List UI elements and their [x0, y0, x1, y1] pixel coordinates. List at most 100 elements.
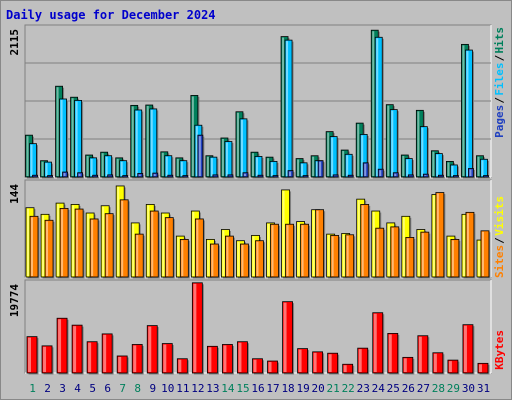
- kbytes-bar: [86, 341, 98, 374]
- hits-bar-shine: [131, 106, 134, 176]
- files-bar-shine: [150, 109, 153, 176]
- kbytes-bar-shine: [373, 313, 377, 372]
- kbytes-bar: [116, 355, 128, 374]
- kbytes-bar-shine: [58, 319, 62, 372]
- sites-bar-shine: [46, 221, 49, 276]
- pages-bar-shadow: [214, 176, 220, 179]
- sites-bar: [209, 243, 219, 278]
- kbytes-bar-shine: [343, 365, 347, 372]
- day-label: 6: [104, 382, 111, 395]
- sites-bar: [450, 238, 460, 278]
- hits-bar-shine: [56, 87, 59, 176]
- sites-bar-shine: [466, 213, 469, 276]
- pages-bar: [227, 174, 234, 178]
- visits-legend: Visits: [493, 196, 506, 236]
- sites-bar: [405, 237, 415, 278]
- hits-max-label: 2115: [8, 29, 21, 56]
- hits-bar-shine: [86, 156, 89, 176]
- sites-bar: [134, 233, 144, 278]
- kbytes-bar-shine: [178, 359, 182, 372]
- visits-bar-shine: [327, 235, 330, 276]
- kbytes-bar: [462, 324, 474, 374]
- hits-bar-shine: [357, 124, 360, 176]
- sites-bar-shine: [256, 241, 259, 276]
- day-label: 30: [462, 382, 475, 395]
- kbytes-bar: [222, 344, 233, 374]
- day-label: 8: [134, 382, 141, 395]
- kbytes-bar: [146, 325, 158, 374]
- day-label: 21: [327, 382, 340, 395]
- hits-bar-shine: [41, 161, 44, 176]
- pages-bar-shine: [198, 136, 201, 176]
- files-bar-shine: [406, 159, 409, 176]
- kbytes-bar-shine: [223, 345, 227, 372]
- pages-bar: [182, 175, 189, 178]
- day-label: 13: [206, 382, 219, 395]
- day-label: 1: [29, 382, 36, 395]
- chart-title: Daily usage for December 2024: [6, 8, 216, 22]
- kbytes-bar-shine: [283, 302, 287, 372]
- kbytes-bar-shine: [148, 326, 152, 372]
- files-bar-shine: [180, 161, 183, 176]
- kbytes-bar-shine: [163, 344, 167, 372]
- sites-bar-shine: [361, 205, 364, 276]
- files-bar-shine: [90, 158, 93, 176]
- pages-bar-shadow: [169, 176, 175, 179]
- kbytes-bar: [237, 341, 248, 374]
- pages-bar: [437, 174, 444, 178]
- pages-legend: Pages: [493, 105, 506, 138]
- files-bar-shine: [466, 51, 469, 176]
- pages-bar-shine: [243, 173, 246, 176]
- visits-bar-shine: [477, 241, 480, 276]
- sites-bar-shine: [106, 214, 109, 276]
- pages-bar: [332, 174, 339, 178]
- pages-bar: [107, 174, 114, 178]
- pages-bar-shadow: [409, 176, 415, 179]
- sites-bar-shine: [436, 193, 439, 276]
- visits-bar-shine: [42, 215, 45, 276]
- kbytes-bar-shine: [313, 352, 317, 372]
- sites-bar-shine: [211, 245, 214, 276]
- files-bar-shine: [316, 161, 319, 176]
- visits-bar-shine: [462, 215, 465, 276]
- kbytes-bar-shine: [298, 349, 302, 372]
- sites-bar-shine: [181, 240, 184, 276]
- visits-bar-shine: [282, 190, 285, 276]
- kbytes-bar-shine: [118, 356, 122, 372]
- sites-bar: [89, 218, 99, 278]
- kbytes-bar: [432, 352, 444, 374]
- sites-bar: [240, 243, 249, 278]
- pages-bar: [392, 172, 399, 178]
- kbytes-bar: [267, 360, 278, 374]
- pages-bar-shine: [153, 174, 156, 176]
- sites-bar: [29, 215, 39, 278]
- pages-bar: [257, 174, 264, 178]
- day-label: 9: [149, 382, 156, 395]
- day-label: 3: [59, 382, 66, 395]
- sites-bar: [74, 208, 84, 278]
- sites-bar: [330, 235, 340, 278]
- sites-bar-shine: [151, 212, 154, 276]
- pages-bar: [47, 175, 53, 178]
- kbytes-bar-shine: [478, 364, 482, 372]
- files-bar-shine: [195, 126, 198, 176]
- sites-bar-shine: [346, 235, 349, 276]
- sites-bar-shine: [406, 238, 409, 276]
- pages-bar: [122, 175, 129, 178]
- sites-bar-shine: [301, 225, 304, 276]
- pages-bar-shadow: [484, 177, 490, 179]
- sites-bar-shine: [451, 240, 454, 276]
- pages-bar: [167, 174, 174, 178]
- sites-bar: [119, 199, 129, 278]
- pages-bar: [317, 160, 324, 178]
- pages-bar-shadow: [34, 176, 39, 179]
- day-label: 18: [281, 382, 294, 395]
- sites-bar-shine: [376, 229, 379, 276]
- visits-bar-shine: [72, 205, 75, 276]
- sites-bar: [179, 238, 189, 278]
- files-bar-shine: [346, 155, 349, 176]
- kbytes-bar: [56, 317, 68, 374]
- day-label: 20: [312, 382, 325, 395]
- sites-legend: Sites: [493, 245, 506, 278]
- kbytes-bar-shine: [403, 358, 407, 372]
